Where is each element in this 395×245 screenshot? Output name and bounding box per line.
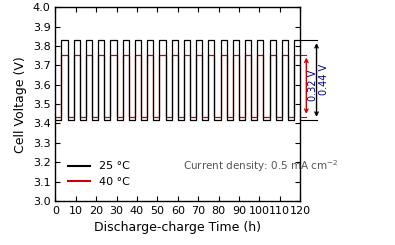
40 °C	[298, 53, 303, 56]
40 °C	[212, 115, 217, 118]
40 °C	[273, 53, 278, 56]
Text: 0.32 V: 0.32 V	[308, 70, 318, 101]
X-axis label: Discharge-charge Time (h): Discharge-charge Time (h)	[94, 221, 261, 234]
Text: 0.44 V: 0.44 V	[318, 64, 329, 96]
25 °C	[163, 118, 168, 121]
40 °C	[163, 115, 168, 118]
Text: Current density: 0.5 mA cm$^{-2}$: Current density: 0.5 mA cm$^{-2}$	[182, 158, 338, 174]
25 °C	[224, 39, 229, 42]
40 °C	[53, 115, 58, 118]
25 °C	[53, 118, 58, 121]
40 °C	[59, 53, 64, 56]
25 °C	[298, 39, 303, 42]
Y-axis label: Cell Voltage (V): Cell Voltage (V)	[14, 56, 27, 152]
Line: 40 °C: 40 °C	[55, 55, 300, 117]
Legend: 25 °C, 40 °C: 25 °C, 40 °C	[63, 157, 134, 192]
25 °C	[212, 118, 217, 121]
Line: 25 °C: 25 °C	[55, 40, 300, 120]
25 °C	[59, 39, 64, 42]
40 °C	[200, 115, 205, 118]
25 °C	[200, 118, 205, 121]
40 °C	[206, 115, 211, 118]
25 °C	[273, 39, 278, 42]
40 °C	[224, 53, 229, 56]
25 °C	[206, 118, 211, 121]
